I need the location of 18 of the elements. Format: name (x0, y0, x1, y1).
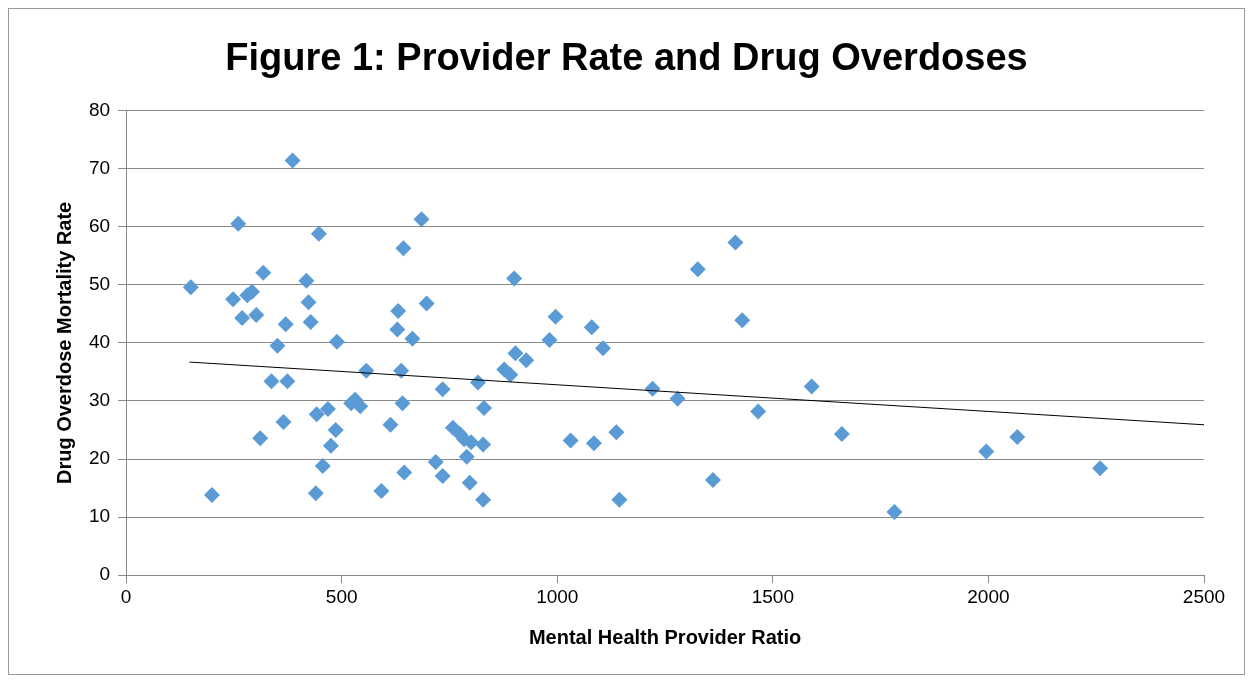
y-axis-title: Drug Overdose Mortality Rate (52, 201, 75, 485)
y-tick-label: 0 (99, 563, 111, 585)
x-tick-label: 0 (120, 585, 132, 607)
y-tick-label: 30 (88, 389, 111, 411)
y-tick-label: 40 (88, 331, 111, 353)
x-tick-label: 2500 (1182, 585, 1226, 607)
y-tick-label: 70 (88, 156, 111, 178)
x-tick-label: 1000 (536, 585, 579, 607)
x-tick-label: 500 (325, 585, 358, 607)
y-tick-label: 60 (88, 214, 111, 236)
chart-title: Figure 1: Provider Rate and Drug Overdoses (225, 36, 1028, 79)
y-tick-label: 80 (88, 98, 111, 120)
x-tick-label: 2000 (967, 585, 1010, 607)
y-tick-label: 10 (88, 505, 111, 527)
x-tick-label: 1500 (751, 585, 794, 607)
x-axis-title: Mental Health Provider Ratio (528, 625, 802, 648)
y-tick-label: 20 (88, 447, 111, 469)
y-tick-label: 50 (88, 273, 111, 295)
